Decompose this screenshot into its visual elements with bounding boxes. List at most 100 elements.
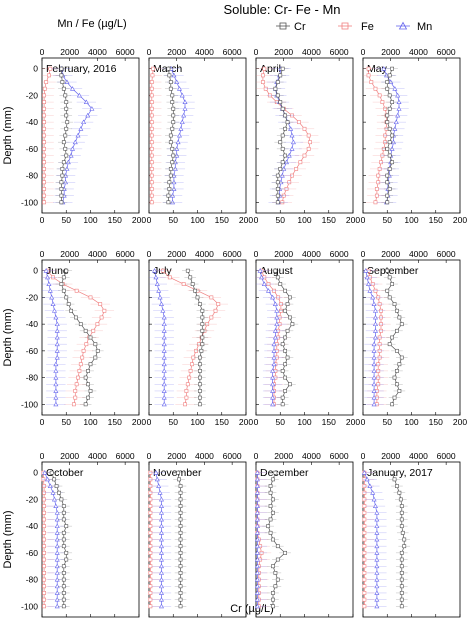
data-point [168,133,173,138]
data-point [381,66,387,71]
data-point [176,132,182,138]
data-point [54,583,60,589]
data-point [149,200,154,205]
data-point [362,564,367,569]
cr-tick-label: 200 [132,417,146,427]
data-point [399,577,404,582]
data-point [176,470,181,475]
data-point [149,86,154,91]
data-point [148,497,153,502]
data-point [261,73,265,78]
data-point [399,564,404,569]
cr-tick-label: 0 [40,215,45,225]
y-tick-label: -80 [26,575,39,585]
data-point [280,395,285,400]
data-point [99,315,104,320]
data-point [387,73,392,78]
series-mn [149,268,174,407]
data-point [273,268,278,273]
cr-tick-label: 150 [108,417,122,427]
data-point [149,126,154,131]
data-point [297,120,301,125]
data-point [161,328,167,333]
data-point [390,402,395,407]
data-point [275,577,280,582]
data-point [270,395,276,400]
data-point [161,321,167,327]
data-point [374,516,380,522]
data-point [280,160,285,165]
data-point [283,550,288,555]
panel-title: June [46,265,69,277]
data-point [209,315,214,320]
cr-tick-label: 0 [147,215,152,225]
mnfe-tick-label: 6000 [116,249,135,259]
data-point [273,86,278,91]
data-point [372,321,378,327]
data-point [59,180,64,185]
data-point [372,328,378,333]
data-point [61,604,66,609]
data-point [178,510,183,515]
data-point [42,530,46,535]
mnfe-tick-label: 6000 [437,47,456,57]
data-point [88,335,93,340]
data-point [158,597,164,602]
series-cr [262,470,291,609]
data-point [268,504,273,508]
data-point [52,477,57,482]
mnfe-tick-label: 4000 [409,451,428,461]
data-point [83,402,88,407]
data-point [370,490,376,495]
mnfe-tick-label: 2000 [381,451,400,461]
data-point [285,328,290,333]
data-point [74,382,79,387]
y-tick-label: -60 [26,346,39,356]
data-point [372,314,378,320]
data-point [254,550,260,555]
data-point [290,322,295,327]
data-point [270,294,276,300]
data-point [270,401,276,407]
data-point [280,369,285,373]
data-point [54,550,60,555]
data-point [95,322,100,327]
data-point [395,382,399,387]
data-point [390,100,395,104]
data-point [53,368,59,373]
y-tick-label: 0 [33,468,38,478]
data-point [170,100,175,104]
data-point [54,484,59,488]
data-point [254,530,260,535]
data-point [64,166,70,171]
data-point [54,556,60,562]
panel-12: January, 20170501001502000200040006000 [361,451,468,620]
data-point [178,537,183,542]
series-mn [254,470,268,609]
legend: Cr Fe Mn [276,21,432,33]
series-fe [42,66,61,205]
data-point [148,550,153,555]
cr-tick-label: 0 [147,417,152,427]
data-point [149,160,154,165]
data-point [183,402,187,407]
data-point [188,369,193,373]
data-point [149,100,154,104]
data-point [254,563,260,569]
mnfe-tick-label: 0 [361,451,366,461]
data-point [390,470,395,475]
data-point [178,484,183,488]
data-point [288,382,292,387]
data-point [167,180,172,185]
y-axis-title-row-2: Depth (mm) [2,308,14,366]
data-point [84,342,89,347]
data-point [275,180,280,185]
data-point [81,119,87,125]
data-point [259,274,265,280]
series-cr [162,66,180,205]
data-point [61,591,66,595]
data-point [377,93,382,98]
series-cr [269,268,299,407]
y-tick-label: -20 [26,292,39,302]
data-point [43,268,49,273]
